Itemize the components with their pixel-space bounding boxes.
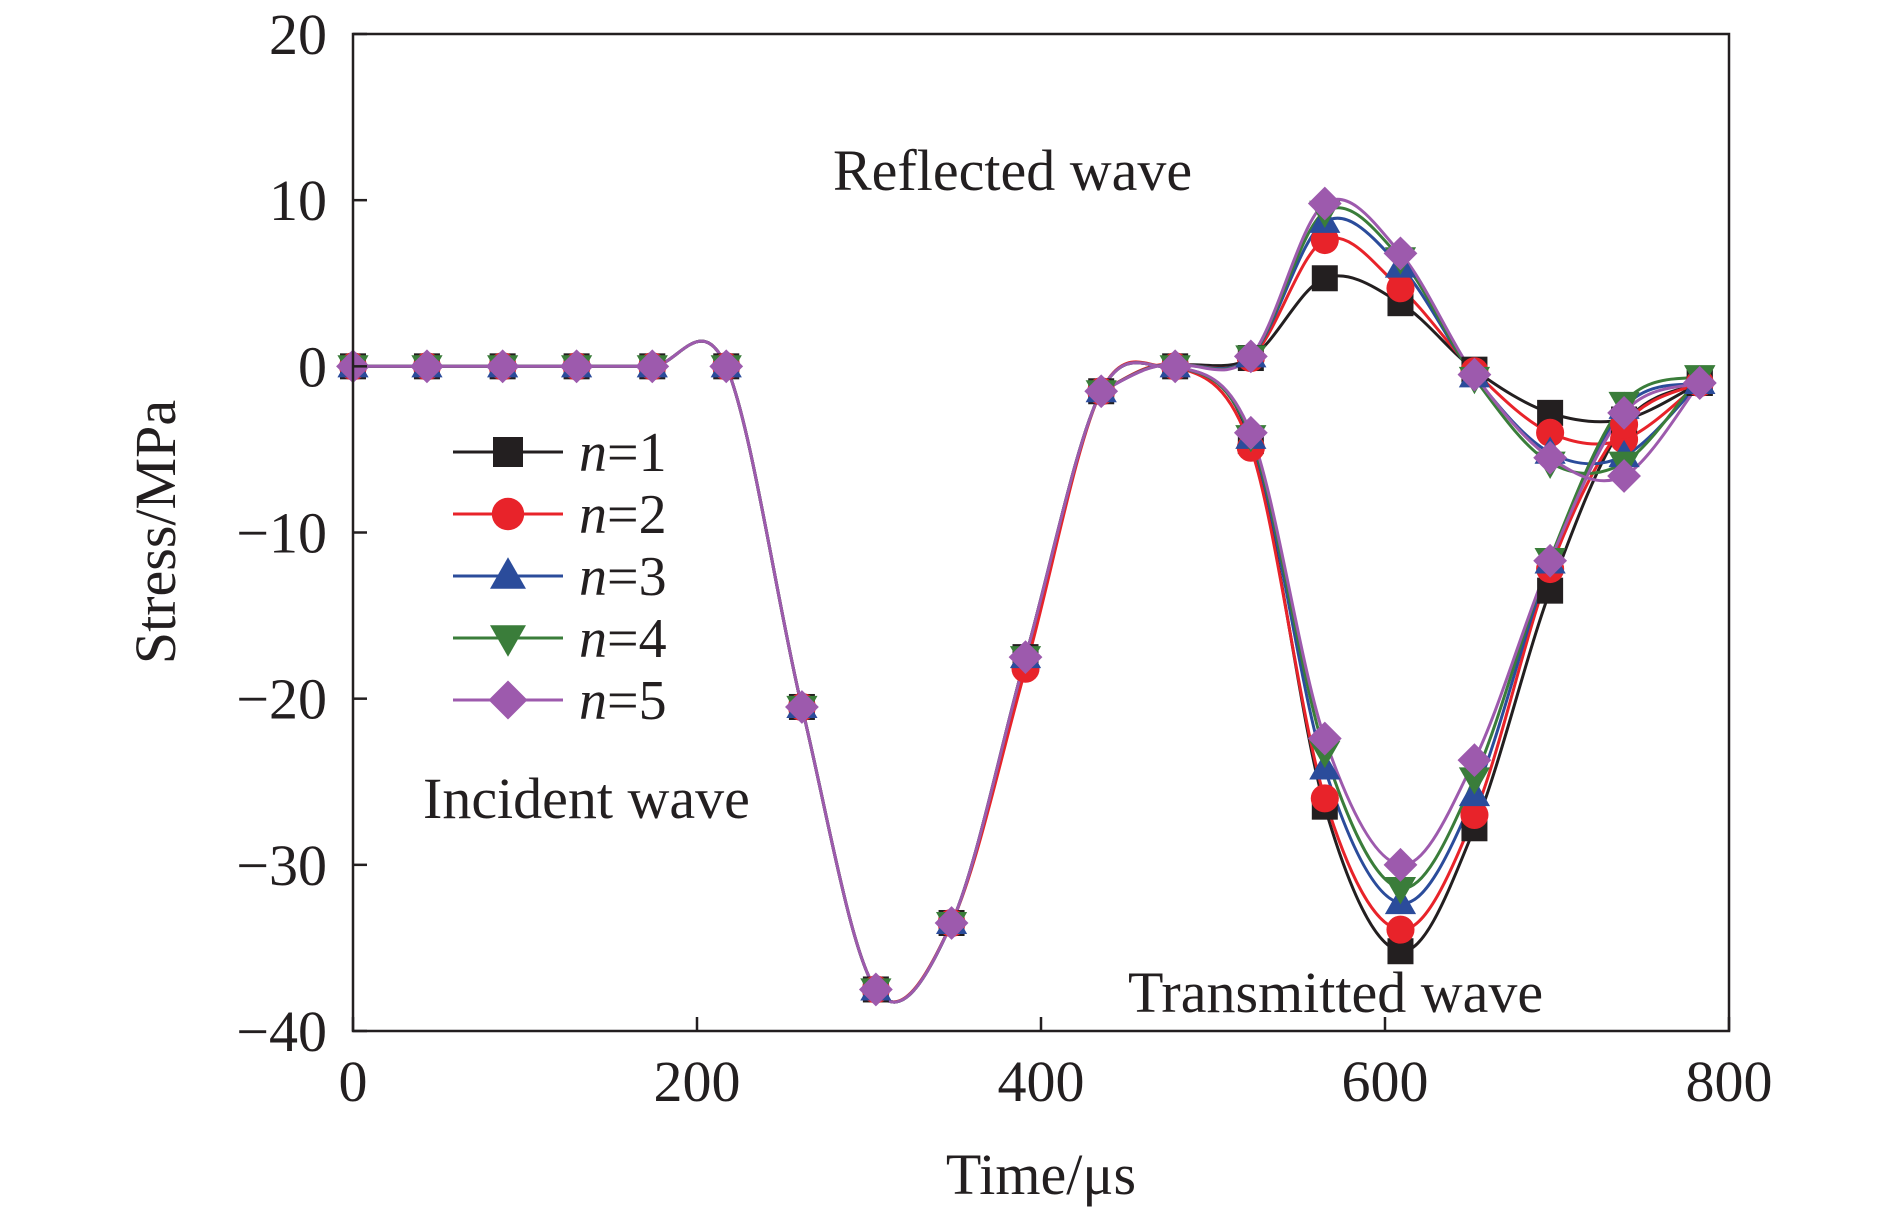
- y-tick-label: 0: [298, 334, 327, 399]
- data-point-diamond: [1158, 349, 1193, 384]
- y-tick-label: −30: [236, 833, 327, 898]
- wave-curves: [352, 197, 1701, 1004]
- data-point-diamond: [1084, 374, 1119, 409]
- legend-marker-diamond: [488, 680, 528, 720]
- data-point-circle: [1310, 226, 1339, 255]
- legend: n=1n=2n=3n=4n=5: [453, 422, 667, 732]
- data-point-circle: [1386, 915, 1415, 944]
- data-point-triangle-down: [1384, 877, 1417, 905]
- data-point-circle: [1536, 418, 1565, 447]
- data-point-diamond: [709, 349, 744, 384]
- incident-wave-annotation: Incident wave: [423, 766, 750, 831]
- data-point-diamond: [1307, 721, 1342, 756]
- legend-label: n=2: [579, 484, 667, 546]
- x-axis-title: Time/μs: [946, 1142, 1136, 1207]
- y-tick-label: −20: [236, 667, 327, 732]
- data-point-diamond: [1607, 395, 1641, 430]
- x-tick-label: 400: [998, 1049, 1085, 1114]
- data-point-diamond: [1383, 236, 1418, 271]
- y-tick-label: −40: [236, 999, 327, 1064]
- data-point-diamond: [858, 972, 893, 1007]
- data-point-diamond: [410, 349, 444, 384]
- wave-markers: [336, 186, 1717, 1007]
- data-point-triangle-down: [1458, 767, 1491, 795]
- data-point-diamond: [785, 690, 819, 724]
- legend-marker-triangle-up: [490, 557, 526, 589]
- data-point-diamond: [1607, 459, 1641, 493]
- data-point-diamond: [1233, 339, 1268, 374]
- data-point-diamond: [1008, 640, 1043, 675]
- transmitted-wave-annotation: Transmitted wave: [1128, 960, 1543, 1025]
- legend-marker-triangle-down: [490, 625, 526, 657]
- y-tick-label: 20: [269, 2, 327, 67]
- legend-marker-circle: [491, 497, 525, 531]
- series-line-incident-reflected: [352, 236, 1701, 1004]
- legend-label: n=4: [579, 608, 667, 670]
- data-point-diamond: [1457, 357, 1492, 392]
- axis-ticks: 0 200 400 600 800 20 10 0 −10 −20 −30 −40: [236, 2, 1772, 1114]
- x-tick-label: 0: [339, 1049, 368, 1114]
- data-point-diamond: [559, 349, 594, 384]
- series-line-incident-reflected: [352, 206, 1701, 1004]
- data-point-diamond: [635, 349, 670, 384]
- series-line-incident-reflected: [352, 197, 1701, 1004]
- legend-label: n=1: [579, 422, 667, 484]
- data-point-diamond: [1533, 543, 1568, 578]
- legend-label: n=5: [579, 670, 667, 732]
- x-tick-label: 600: [1342, 1049, 1429, 1114]
- reflected-wave-annotation: Reflected wave: [833, 138, 1192, 203]
- data-point-diamond: [1533, 440, 1568, 475]
- data-point-diamond: [1457, 743, 1492, 778]
- data-point-diamond: [1307, 186, 1342, 221]
- data-point-diamond: [1233, 415, 1268, 450]
- series-line-transmitted: [1100, 363, 1701, 867]
- x-tick-label: 800: [1686, 1049, 1773, 1114]
- data-point-circle: [1310, 784, 1339, 813]
- data-point-square: [1311, 265, 1338, 292]
- data-point-diamond: [485, 349, 520, 384]
- series-line-incident-reflected: [352, 216, 1701, 1004]
- data-point-diamond: [934, 906, 969, 940]
- legend-marker-square: [493, 437, 523, 467]
- y-tick-label: −10: [236, 501, 327, 566]
- y-axis-title: Stress/MPa: [123, 400, 188, 664]
- x-tick-label: 200: [654, 1049, 741, 1114]
- data-point-diamond: [1682, 366, 1717, 400]
- legend-label: n=3: [579, 546, 667, 608]
- data-point-circle: [1386, 274, 1415, 303]
- data-point-circle: [1460, 800, 1489, 830]
- y-tick-label: 10: [269, 168, 327, 233]
- data-point-diamond: [1383, 847, 1418, 882]
